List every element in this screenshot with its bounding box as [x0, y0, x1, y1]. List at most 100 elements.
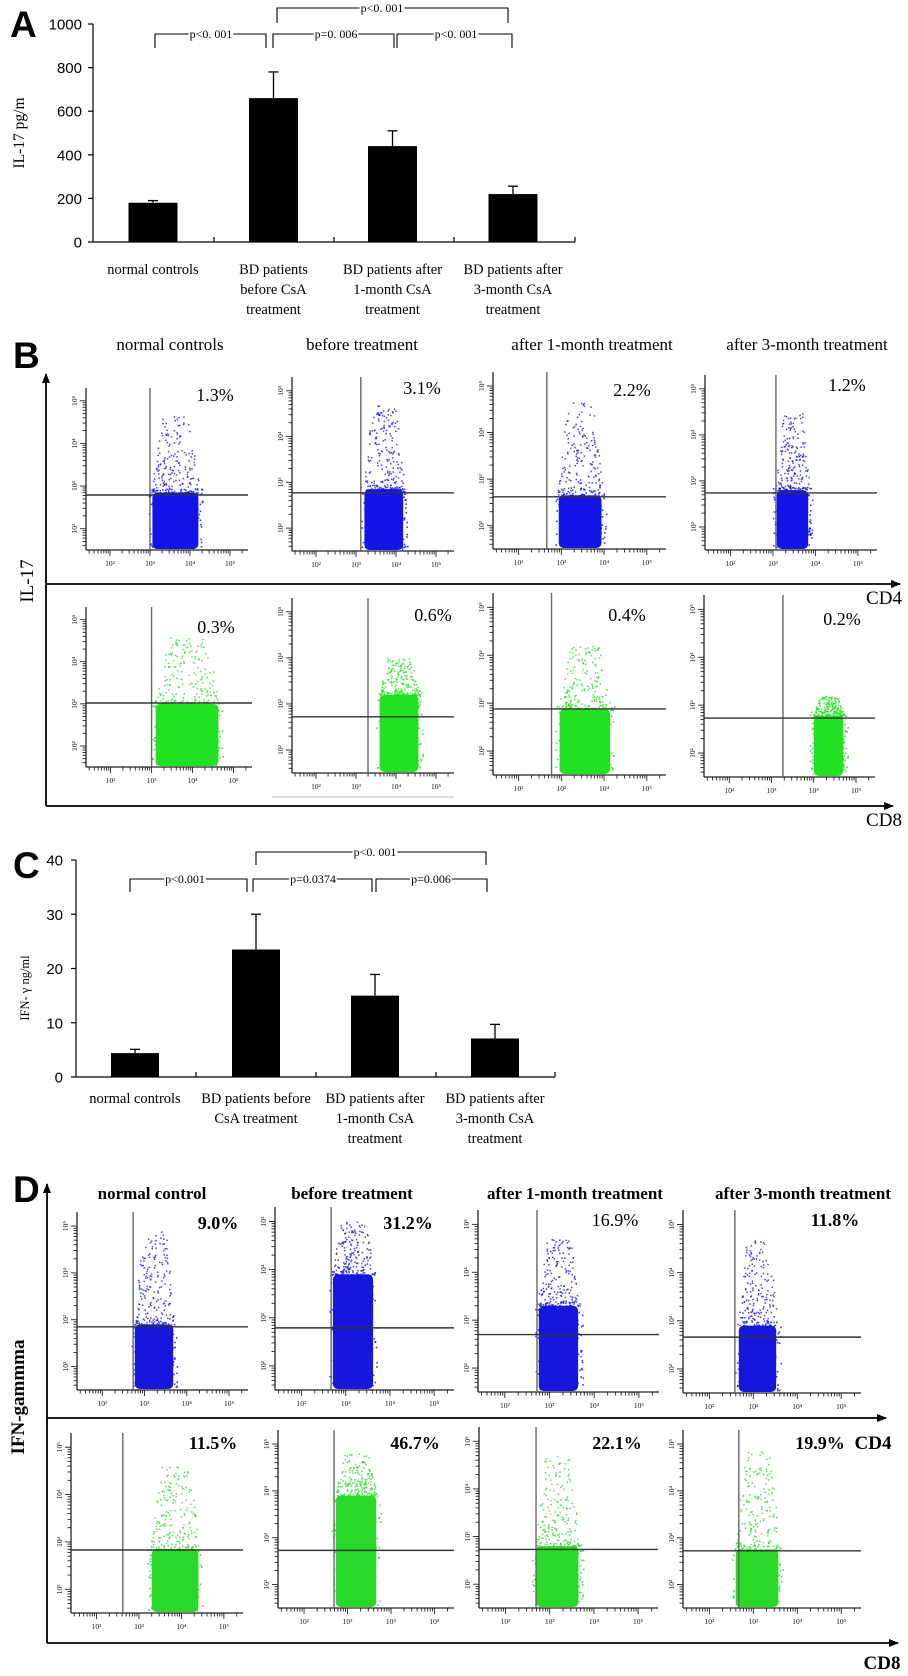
event-dot: [388, 529, 390, 532]
event-dot: [818, 710, 820, 713]
event-dot: [561, 1257, 563, 1259]
event-dot: [585, 484, 587, 487]
event-dot: [829, 704, 831, 706]
event-dot: [398, 735, 400, 737]
event-dot: [163, 467, 166, 470]
event-dot: [606, 712, 609, 714]
event-dot: [580, 488, 582, 491]
event-dot: [605, 757, 608, 760]
event-dot: [546, 1384, 549, 1386]
event-dot: [412, 740, 414, 743]
event-dot: [576, 456, 579, 459]
event-dot: [823, 728, 825, 730]
event-dot: [755, 1322, 758, 1325]
event-dot: [585, 653, 587, 655]
event-dot: [568, 479, 570, 481]
event-dot: [402, 658, 404, 661]
event-dot: [408, 685, 411, 688]
event-dot: [404, 763, 407, 765]
event-dot: [556, 498, 559, 501]
event-dot: [371, 1299, 374, 1302]
event-dot: [380, 490, 382, 492]
event-dot: [166, 1247, 168, 1250]
event-dot: [332, 1382, 334, 1384]
event-dot: [547, 1353, 550, 1356]
event-dot: [355, 1339, 358, 1341]
event-dot: [388, 720, 391, 722]
event-dot: [598, 732, 600, 735]
event-dot: [802, 541, 805, 543]
event-dot: [829, 718, 831, 720]
y-tick-label: 10⁵: [688, 604, 697, 615]
event-dot: [753, 1361, 755, 1364]
event-dot: [331, 1308, 334, 1311]
event-dot: [414, 691, 416, 693]
event-dot: [580, 460, 582, 462]
event-dot: [561, 456, 564, 459]
event-dot: [603, 542, 606, 544]
event-dot: [587, 760, 589, 763]
event-dot: [746, 1370, 749, 1373]
event-dot: [395, 443, 398, 446]
event-dot: [782, 441, 785, 443]
event-dot: [565, 705, 567, 708]
event-dot: [828, 765, 831, 768]
event-dot: [546, 1273, 549, 1275]
event-dot: [401, 675, 403, 678]
event-dot: [383, 420, 386, 423]
event-dot: [401, 522, 403, 525]
y-tick-label: 10²: [477, 520, 486, 531]
event-dot: [784, 519, 787, 522]
event-dot: [151, 544, 153, 547]
event-dot: [537, 1309, 540, 1311]
event-dot: [575, 694, 577, 697]
event-dot: [599, 486, 601, 488]
event-dot: [188, 651, 191, 654]
event-dot: [355, 1262, 358, 1265]
event-dot: [384, 516, 387, 519]
event-dot: [775, 1339, 778, 1341]
event-dot: [349, 1362, 352, 1365]
event-dot: [802, 413, 804, 415]
event-dot: [792, 446, 794, 448]
event-dot: [606, 713, 609, 716]
event-dot: [389, 694, 391, 697]
event-dot: [589, 463, 592, 465]
event-dot: [362, 493, 364, 495]
event-dot: [193, 464, 196, 466]
event-dot: [161, 1280, 163, 1282]
event-dot: [565, 747, 568, 750]
event-dot: [569, 1373, 572, 1376]
event-dot: [370, 1274, 372, 1277]
event-dot: [138, 1322, 140, 1324]
event-dot: [579, 525, 581, 528]
event-dot: [774, 1357, 777, 1359]
event-dot: [581, 495, 584, 497]
event-dot: [570, 487, 573, 489]
event-dot: [576, 1350, 578, 1352]
event-dot: [147, 1383, 150, 1386]
event-dot: [583, 402, 585, 405]
event-dot: [364, 1236, 367, 1238]
event-dot: [570, 1349, 572, 1352]
event-dot: [828, 747, 831, 750]
event-dot: [556, 510, 559, 512]
event-dot: [193, 708, 196, 711]
event-dot: [159, 763, 162, 766]
event-dot: [770, 1346, 772, 1349]
event-dot: [773, 511, 776, 513]
event-dot: [394, 691, 397, 693]
event-dot: [575, 523, 578, 525]
event-dot: [588, 531, 591, 533]
event-dot: [782, 489, 784, 492]
event-dot: [166, 729, 168, 732]
event-dot: [566, 668, 568, 670]
event-dot: [815, 709, 818, 712]
event-dot: [802, 459, 804, 462]
event-dot: [143, 1295, 146, 1297]
event-dot: [159, 546, 162, 548]
event-dot: [553, 1332, 556, 1334]
event-dot: [407, 686, 410, 689]
event-dot: [384, 496, 387, 499]
event-dot: [840, 744, 842, 747]
